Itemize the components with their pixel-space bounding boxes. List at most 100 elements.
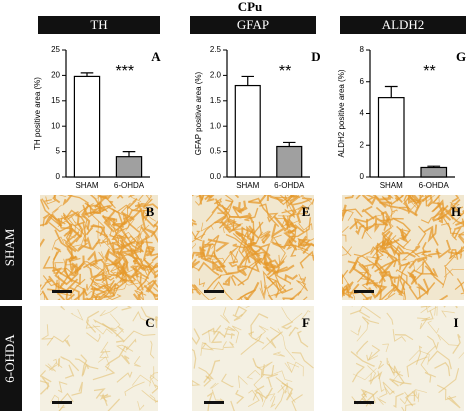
fiber	[246, 369, 261, 380]
fiber	[93, 195, 109, 209]
fiber	[232, 201, 244, 212]
fiber	[139, 272, 150, 291]
fiber	[220, 373, 234, 388]
fiber	[297, 237, 311, 247]
fiber	[374, 258, 401, 273]
fiber	[361, 273, 382, 290]
fiber	[209, 382, 219, 389]
fiber	[350, 325, 362, 336]
fiber	[250, 313, 269, 336]
fiber	[214, 198, 230, 211]
bar	[377, 97, 405, 178]
fiber	[269, 289, 287, 297]
fiber	[230, 400, 235, 411]
fiber	[63, 209, 86, 224]
fiber	[389, 209, 398, 223]
fiber	[99, 306, 118, 317]
fiber	[377, 370, 385, 393]
fiber	[461, 218, 464, 228]
fiber	[134, 262, 157, 275]
fiber	[92, 365, 116, 381]
fiber	[231, 325, 242, 344]
fiber	[420, 306, 436, 316]
fiber	[47, 288, 75, 300]
fiber	[107, 286, 119, 298]
fiber	[407, 195, 433, 203]
fiber	[263, 254, 277, 276]
fiber	[228, 206, 243, 218]
fiber	[440, 222, 452, 231]
fiber	[211, 341, 227, 350]
row-header: 6-OHDA	[2, 334, 17, 383]
fiber	[70, 309, 84, 321]
panel-letter: F	[302, 315, 310, 330]
fiber	[432, 199, 449, 213]
fiber	[213, 281, 234, 300]
fiber	[208, 330, 221, 343]
fiber	[277, 328, 296, 361]
fiber	[420, 306, 432, 308]
scale-bar	[354, 290, 374, 293]
fiber	[90, 268, 105, 291]
fiber	[258, 243, 271, 263]
fiber	[153, 264, 158, 279]
fiber	[390, 276, 399, 283]
scale-bar	[354, 401, 374, 404]
fiber	[192, 286, 194, 294]
fiber	[201, 342, 215, 351]
fiber	[225, 223, 236, 232]
fiber	[60, 215, 73, 234]
fiber	[282, 210, 297, 228]
fiber	[93, 283, 116, 300]
fiber	[109, 228, 125, 246]
fiber	[347, 260, 358, 274]
fiber	[379, 250, 398, 268]
fiber	[244, 207, 259, 222]
panel-letter: B	[146, 204, 155, 219]
column-header-box	[190, 16, 316, 34]
fiber	[274, 384, 285, 410]
fiber	[248, 225, 256, 241]
fiber	[130, 195, 142, 202]
fiber	[342, 246, 353, 256]
fiber	[438, 368, 460, 394]
fiber	[205, 203, 221, 222]
fiber	[116, 371, 133, 383]
fiber	[120, 243, 134, 258]
column-header: TH	[90, 17, 107, 32]
fiber	[342, 245, 352, 257]
fiber	[399, 262, 411, 271]
fiber	[408, 282, 436, 300]
fiber	[111, 229, 121, 249]
fiber	[397, 251, 416, 266]
micrograph	[342, 195, 464, 300]
y-tick-label: 4	[360, 109, 365, 118]
fiber	[120, 202, 131, 219]
fiber	[393, 392, 404, 409]
fiber	[232, 242, 257, 249]
fiber	[64, 364, 75, 379]
fiber	[239, 259, 260, 273]
fiber	[198, 195, 206, 201]
fiber	[132, 291, 144, 300]
fiber	[58, 211, 79, 220]
fiber	[391, 274, 412, 289]
fiber	[220, 221, 242, 234]
fiber	[213, 259, 224, 273]
panel-letter: E	[302, 204, 311, 219]
fiber	[296, 204, 309, 224]
fiber	[212, 234, 220, 258]
fiber	[248, 331, 265, 344]
fiber	[122, 330, 156, 343]
fiber	[69, 292, 73, 300]
fiber	[222, 275, 231, 286]
fiber	[454, 246, 463, 259]
fiber	[452, 333, 461, 354]
fiber	[446, 395, 461, 409]
fiber	[192, 230, 197, 240]
fiber	[235, 389, 245, 404]
fiber	[42, 213, 50, 227]
fiber	[192, 223, 194, 227]
fiber	[289, 290, 302, 300]
